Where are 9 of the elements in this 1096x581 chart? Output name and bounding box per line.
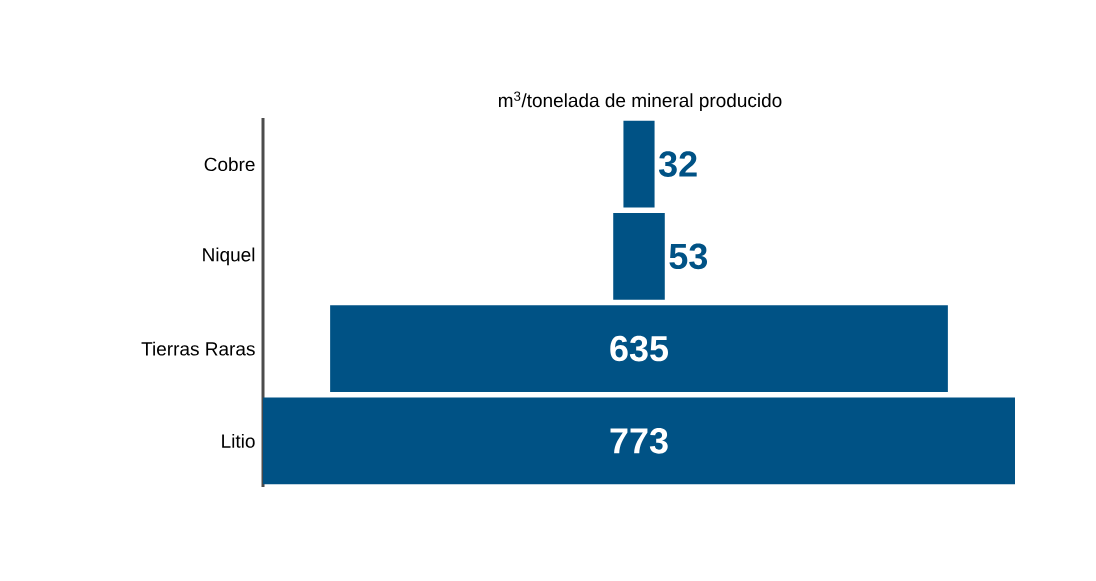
category-label: Litio xyxy=(222,433,255,448)
data-label: 635 xyxy=(610,335,669,362)
data-label: 32 xyxy=(658,151,697,177)
data-label: 53 xyxy=(669,243,708,270)
data-label: 773 xyxy=(610,428,668,454)
category-label: Tierras Raras xyxy=(141,341,255,356)
category-label: Niquel xyxy=(203,247,255,266)
text: m$^{3}$/tonelada de mineral producido xyxy=(498,91,782,111)
category-label: Cobre xyxy=(204,157,255,172)
